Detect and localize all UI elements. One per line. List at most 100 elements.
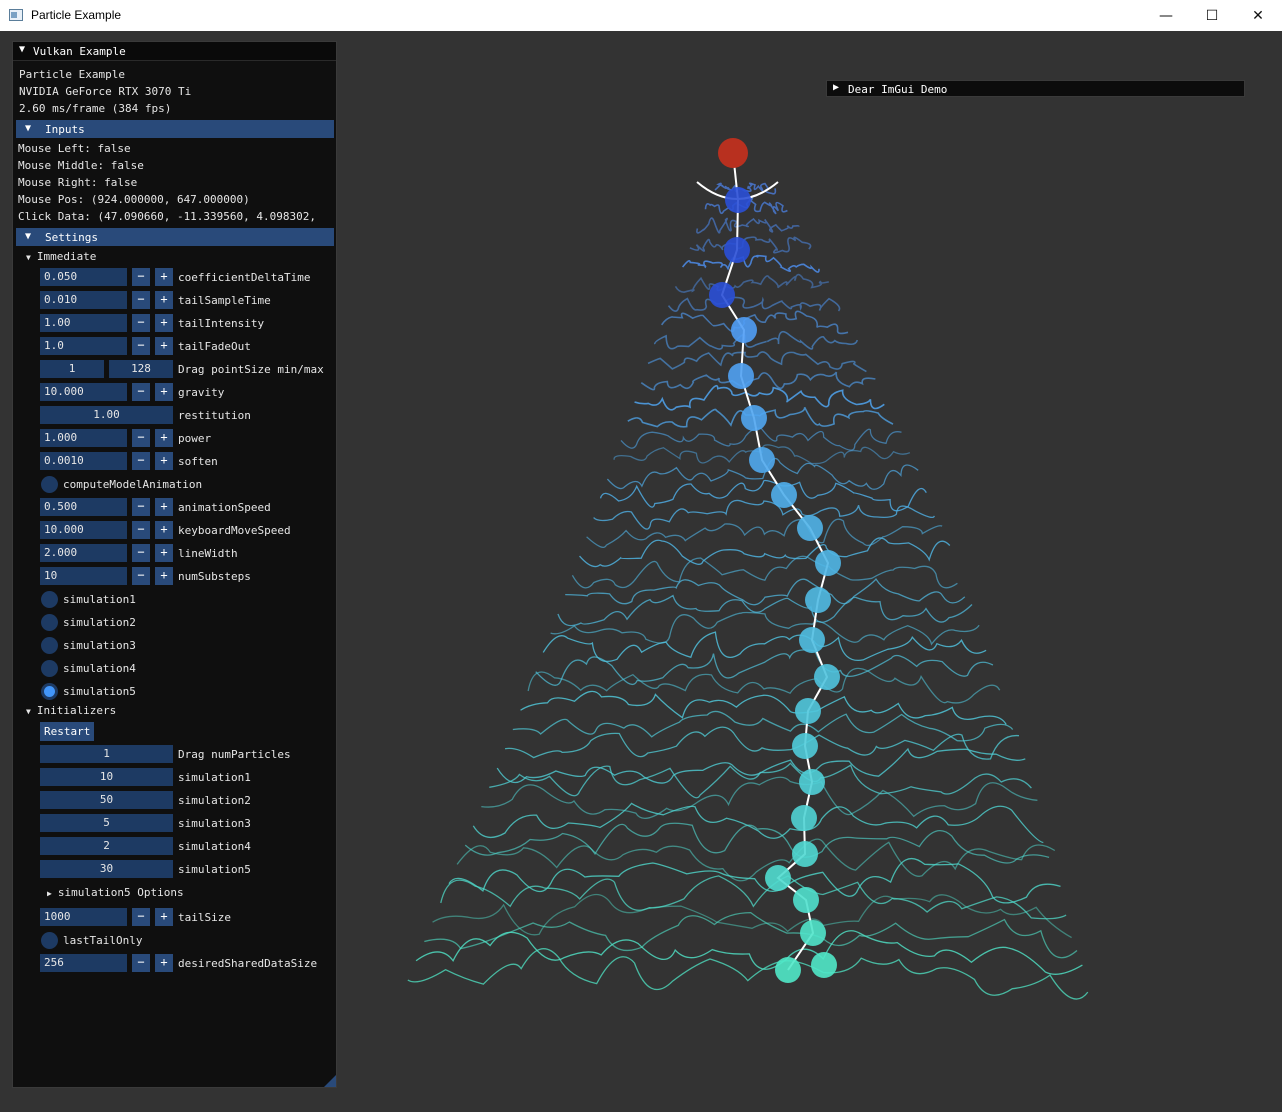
imgui-demo-window[interactable]: ▶ Dear ImGui Demo <box>826 80 1245 97</box>
particle-trail <box>593 499 935 530</box>
simulation4-radio[interactable] <box>41 660 58 677</box>
line-width-input[interactable]: 2.000 <box>40 544 127 562</box>
maximize-button[interactable]: ☐ <box>1205 7 1219 24</box>
last-tail-only-checkbox[interactable] <box>41 932 58 949</box>
simulation1-radio[interactable] <box>41 591 58 608</box>
tail-intensity-increment[interactable]: + <box>155 314 173 332</box>
desired-shared-data-size-increment[interactable]: + <box>155 954 173 972</box>
settings-header[interactable]: ▼ Settings <box>16 228 334 246</box>
window-titlebar[interactable]: Particle Example — ☐ ✕ <box>0 0 1282 32</box>
tail-size-input[interactable]: 1000 <box>40 908 127 926</box>
particle <box>811 952 837 978</box>
num-particles-drag[interactable]: 1 <box>40 745 173 763</box>
point-size-min-drag[interactable]: 1 <box>40 360 104 378</box>
particle <box>725 187 751 213</box>
particle-trail <box>432 894 1072 939</box>
num-substeps-input[interactable]: 10 <box>40 567 127 585</box>
vulkan-example-panel[interactable]: ▼ Vulkan Example Particle Example NVIDIA… <box>12 41 337 1088</box>
init-simulation4-slider[interactable]: 2 <box>40 837 173 855</box>
simulation3-radio[interactable] <box>41 637 58 654</box>
compute-model-animation-checkbox[interactable] <box>41 476 58 493</box>
tail-fade-out-decrement[interactable]: − <box>132 337 150 355</box>
coefficient-delta-time-decrement[interactable]: − <box>132 268 150 286</box>
line-width-increment[interactable]: + <box>155 544 173 562</box>
particle-trail <box>489 762 1032 799</box>
initializers-tree-node[interactable]: ▼ Initializers <box>26 704 116 717</box>
tail-sample-time-input[interactable]: 0.010 <box>40 291 127 309</box>
animation-speed-decrement[interactable]: − <box>132 498 150 516</box>
num-particles-label: Drag numParticles <box>178 748 291 761</box>
soften-increment[interactable]: + <box>155 452 173 470</box>
keyboard-move-speed-input[interactable]: 10.000 <box>40 521 127 539</box>
coefficient-delta-time-label: coefficientDeltaTime <box>178 271 311 284</box>
particle <box>728 363 754 389</box>
power-increment[interactable]: + <box>155 429 173 447</box>
coefficient-delta-time-increment[interactable]: + <box>155 268 173 286</box>
init-simulation3-slider[interactable]: 5 <box>40 814 173 832</box>
immediate-label: Immediate <box>36 250 97 263</box>
init-simulation1-slider[interactable]: 10 <box>40 768 173 786</box>
soften-input[interactable]: 0.0010 <box>40 452 127 470</box>
particle-trail <box>599 479 927 512</box>
particle-trail <box>606 457 919 490</box>
gravity-input[interactable]: 10.000 <box>40 383 127 401</box>
particle-trail <box>542 631 987 663</box>
expand-arrow-icon[interactable]: ▶ <box>833 82 840 93</box>
simulation5-radio[interactable] <box>41 683 58 700</box>
init-simulation5-slider[interactable]: 30 <box>40 860 173 878</box>
power-input[interactable]: 1.000 <box>40 429 127 447</box>
collapse-arrow-icon: ▼ <box>25 231 32 242</box>
desired-shared-data-size-decrement[interactable]: − <box>132 954 150 972</box>
restitution-slider[interactable]: 1.00 <box>40 406 173 424</box>
inputs-header[interactable]: ▼ Inputs <box>16 120 334 138</box>
particle-trail <box>520 690 1007 725</box>
init-simulation2-slider[interactable]: 50 <box>40 791 173 809</box>
close-button[interactable]: ✕ <box>1252 7 1264 24</box>
minimize-button[interactable]: — <box>1159 7 1173 24</box>
init-simulation2-label: simulation2 <box>178 794 251 807</box>
power-decrement[interactable]: − <box>132 429 150 447</box>
simulation1-radio-label: simulation1 <box>63 593 136 606</box>
gravity-decrement[interactable]: − <box>132 383 150 401</box>
tail-sample-time-decrement[interactable]: − <box>132 291 150 309</box>
immediate-tree-node[interactable]: ▼ Immediate <box>26 250 96 263</box>
particle-trails <box>407 182 1089 1000</box>
animation-speed-increment[interactable]: + <box>155 498 173 516</box>
num-substeps-increment[interactable]: + <box>155 567 173 585</box>
initializers-label: Initializers <box>36 704 117 717</box>
coefficient-delta-time-input[interactable]: 0.050 <box>40 268 127 286</box>
particle <box>771 482 797 508</box>
animation-speed-input[interactable]: 0.500 <box>40 498 127 516</box>
tail-intensity-input[interactable]: 1.00 <box>40 314 127 332</box>
keyboard-move-speed-increment[interactable]: + <box>155 521 173 539</box>
desired-shared-data-size-input[interactable]: 256 <box>40 954 127 972</box>
mouse-left-text: Mouse Left: false <box>18 142 131 155</box>
tail-size-decrement[interactable]: − <box>132 908 150 926</box>
tail-fade-out-increment[interactable]: + <box>155 337 173 355</box>
tail-sample-time-label: tailSampleTime <box>178 294 271 307</box>
tail-size-increment[interactable]: + <box>155 908 173 926</box>
particle-trail <box>571 555 958 589</box>
simulation5-options-tree-node[interactable]: ▶ simulation5 Options <box>47 886 184 899</box>
simulation4-radio-label: simulation4 <box>63 662 136 675</box>
tail-intensity-decrement[interactable]: − <box>132 314 150 332</box>
simulation2-radio[interactable] <box>41 614 58 631</box>
gravity-increment[interactable]: + <box>155 383 173 401</box>
collapse-arrow-icon: ▼ <box>25 123 32 134</box>
collapse-arrow-icon[interactable]: ▼ <box>19 44 26 55</box>
point-size-max-drag[interactable]: 128 <box>109 360 173 378</box>
panel-titlebar[interactable]: ▼ Vulkan Example <box>13 42 336 61</box>
soften-label: soften <box>178 455 218 468</box>
particle-trail <box>481 776 1038 819</box>
line-width-decrement[interactable]: − <box>132 544 150 562</box>
tail-sample-time-increment[interactable]: + <box>155 291 173 309</box>
soften-decrement[interactable]: − <box>132 452 150 470</box>
restart-button[interactable]: Restart <box>40 722 95 741</box>
num-substeps-decrement[interactable]: − <box>132 567 150 585</box>
resize-grip[interactable] <box>324 1075 336 1087</box>
keyboard-move-speed-decrement[interactable]: − <box>132 521 150 539</box>
particle-trail <box>674 273 829 294</box>
particle-trail <box>415 930 1083 975</box>
tail-fade-out-input[interactable]: 1.0 <box>40 337 127 355</box>
particle-trail <box>557 594 973 627</box>
